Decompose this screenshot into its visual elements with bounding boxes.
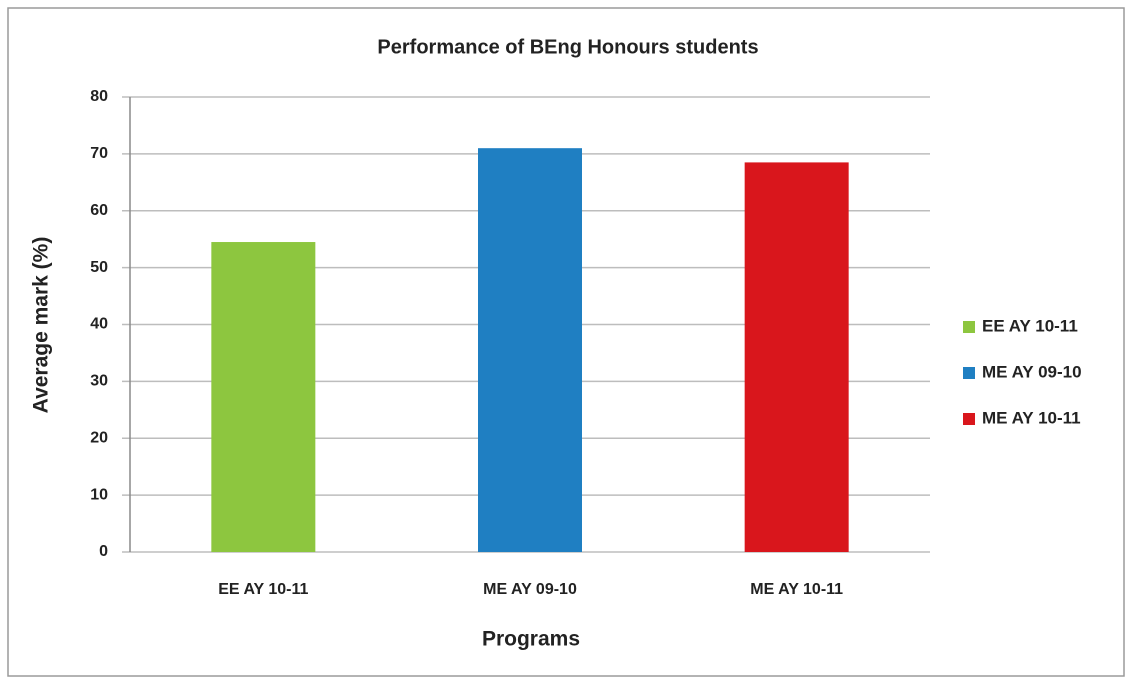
y-tick-label: 0 [99,543,108,560]
x-axis-label: Programs [482,628,580,651]
x-tick-label: ME AY 09-10 [483,581,577,598]
y-tick-label: 70 [90,145,108,162]
y-tick-label: 60 [90,202,108,219]
bar [744,162,849,552]
y-axis-label: Average mark (%) [30,237,53,414]
x-tick-label: EE AY 10-11 [218,581,308,598]
y-tick-label: 50 [90,259,108,276]
legend-label: ME AY 09-10 [982,362,1082,381]
y-tick-label: 40 [90,316,108,333]
bar [478,148,582,552]
y-tick-label: 10 [90,486,108,503]
x-tick-label: ME AY 10-11 [750,581,843,598]
legend-swatch [963,367,975,379]
y-tick-label: 20 [90,429,108,446]
chart-title: Performance of BEng Honours students [377,36,758,58]
legend-label: ME AY 10-11 [982,408,1081,427]
legend-label: EE AY 10-11 [982,316,1078,335]
y-tick-label: 30 [90,373,108,390]
legend-swatch [963,321,975,333]
y-tick-label: 80 [90,88,108,105]
bar [211,242,316,552]
legend-swatch [963,413,975,425]
